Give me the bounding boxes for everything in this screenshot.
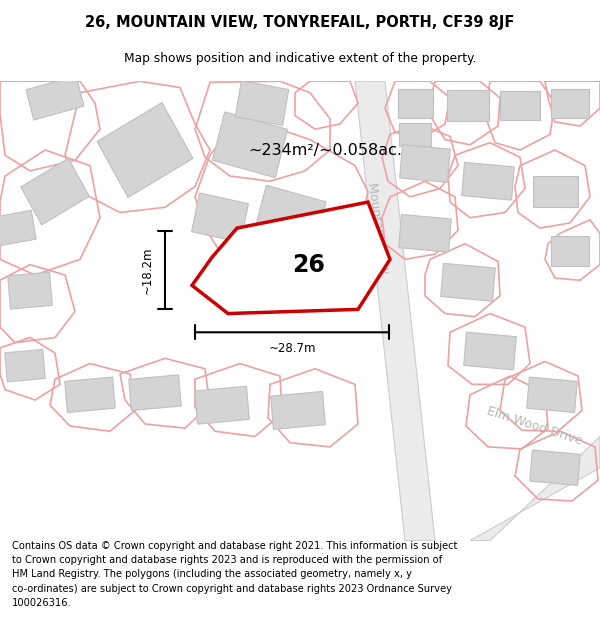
Polygon shape [470, 436, 600, 541]
Polygon shape [212, 112, 287, 178]
Polygon shape [8, 272, 52, 309]
Text: Contains OS data © Crown copyright and database right 2021. This information is : Contains OS data © Crown copyright and d… [12, 541, 457, 608]
Polygon shape [441, 263, 495, 301]
Polygon shape [551, 89, 589, 118]
Polygon shape [398, 89, 433, 118]
Polygon shape [527, 377, 577, 412]
Polygon shape [235, 81, 289, 126]
Polygon shape [447, 89, 489, 121]
Polygon shape [399, 123, 431, 146]
Polygon shape [462, 162, 514, 200]
Polygon shape [20, 158, 89, 225]
Polygon shape [26, 76, 84, 120]
Text: Map shows position and indicative extent of the property.: Map shows position and indicative extent… [124, 52, 476, 65]
Polygon shape [129, 375, 181, 411]
Polygon shape [191, 193, 248, 242]
Polygon shape [254, 185, 326, 250]
Polygon shape [399, 214, 451, 253]
Polygon shape [551, 236, 589, 266]
Text: ~234m²/~0.058ac.: ~234m²/~0.058ac. [248, 142, 402, 158]
Text: ~28.7m: ~28.7m [268, 342, 316, 356]
Polygon shape [530, 450, 580, 486]
Polygon shape [192, 202, 390, 314]
Text: Mountain View: Mountain View [365, 182, 391, 274]
Text: 26: 26 [292, 253, 325, 277]
Polygon shape [400, 145, 451, 182]
Polygon shape [271, 391, 325, 429]
Polygon shape [5, 349, 45, 382]
Polygon shape [65, 377, 115, 412]
Polygon shape [355, 81, 435, 541]
Polygon shape [464, 332, 516, 370]
Text: 26, MOUNTAIN VIEW, TONYREFAIL, PORTH, CF39 8JF: 26, MOUNTAIN VIEW, TONYREFAIL, PORTH, CF… [85, 15, 515, 30]
Polygon shape [97, 102, 193, 198]
Polygon shape [500, 91, 540, 120]
Polygon shape [0, 211, 36, 246]
Polygon shape [533, 176, 577, 208]
Text: Elm Wood Drive: Elm Wood Drive [485, 404, 584, 448]
Text: ~18.2m: ~18.2m [140, 246, 154, 294]
Polygon shape [195, 386, 249, 424]
